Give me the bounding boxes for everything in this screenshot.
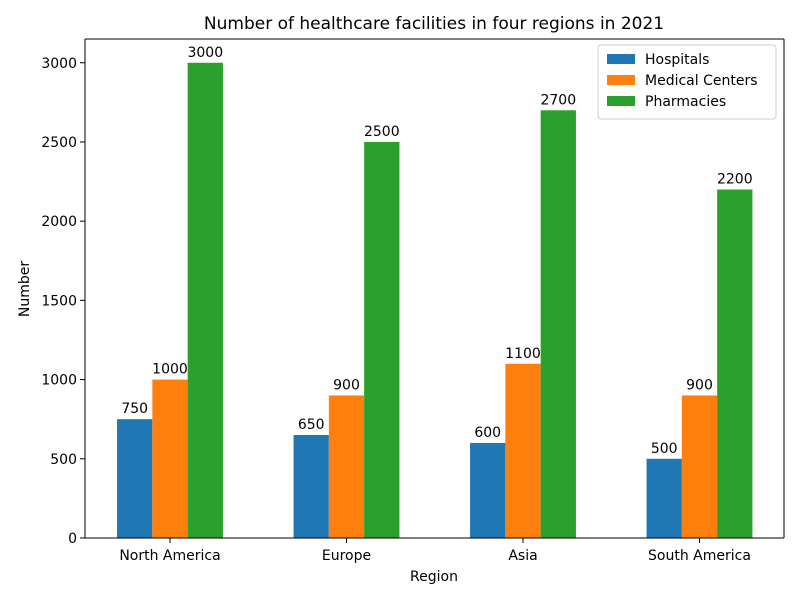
bar-hospitals-north-america [117,419,153,538]
bar-hospitals-europe [293,435,329,538]
x-tick-label: North America [119,548,220,564]
bar-medical-centers-europe [328,395,365,538]
x-axis-label: Region [410,569,458,585]
data-label: 500 [651,441,678,457]
bar-medical-centers-asia [505,363,541,538]
data-label: 750 [121,401,148,417]
legend-swatch-hospitals [607,54,635,64]
y-tick-label: 1500 [41,293,77,309]
y-tick-label: 2000 [41,214,77,230]
data-label: 1100 [505,346,541,362]
bar-medical-centers-south-america [681,395,718,538]
data-label: 1000 [152,362,188,378]
x-tick-label: South America [648,548,751,564]
legend-box [597,44,777,120]
data-label: 600 [474,425,501,441]
y-tick-label: 0 [68,531,77,547]
legend-label: Medical Centers [645,73,758,89]
plot-area: 750 650 600 500 1000 900 1100 900 3000 2500 2700 22… [41,38,785,564]
bar-pharmacies-south-america [717,189,753,539]
y-axis-label: Number [17,261,33,317]
y-tick-label: 1000 [41,373,77,389]
legend-swatch-medical-centers [607,75,635,85]
bar-pharmacies-asia [540,110,576,538]
data-label: 900 [333,377,360,393]
y-tick-label: 2500 [41,135,77,151]
bar-pharmacies-europe [364,141,400,538]
chart-title: Number of healthcare facilities in four … [204,14,664,34]
data-label: 650 [298,417,325,433]
data-label: 2200 [717,171,753,187]
data-label: 3000 [187,45,223,61]
bar-pharmacies-north-america [187,62,223,538]
legend-swatch-pharmacies [607,96,635,106]
bar-hospitals-south-america [646,458,682,538]
data-label: 2700 [540,92,576,108]
bar-hospitals-asia [470,442,506,538]
legend-label: Hospitals [645,52,709,68]
legend: Hospitals Medical Centers Pharmacies [597,44,777,120]
y-tick-label: 3000 [41,56,77,72]
x-tick-label: Europe [322,548,371,564]
y-tick-label: 500 [50,452,77,468]
bar-medical-centers-north-america [152,379,188,538]
data-label: 900 [686,377,713,393]
legend-label: Pharmacies [645,94,726,110]
x-tick-label: Asia [508,548,537,564]
data-label: 2500 [364,124,400,140]
